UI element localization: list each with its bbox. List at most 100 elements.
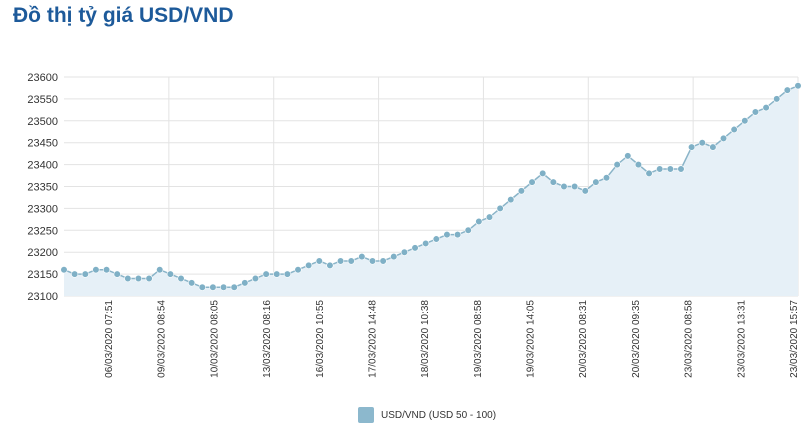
data-point[interactable] [709, 143, 717, 151]
data-point[interactable] [783, 86, 791, 94]
data-point[interactable] [71, 270, 79, 278]
data-point[interactable] [177, 274, 185, 283]
data-point[interactable] [602, 174, 611, 182]
legend-swatch[interactable] [358, 407, 374, 423]
data-point[interactable] [262, 270, 270, 278]
data-point[interactable] [475, 217, 483, 226]
data-point[interactable] [624, 152, 632, 160]
data-point[interactable] [719, 134, 728, 142]
y-tick-label: 23100 [27, 291, 58, 303]
data-point[interactable] [102, 266, 111, 274]
data-point[interactable] [485, 213, 494, 221]
data-point[interactable] [698, 139, 706, 147]
data-point[interactable] [134, 274, 143, 283]
data-point[interactable] [390, 252, 398, 261]
data-point[interactable] [209, 283, 217, 291]
x-tick-label: 19/03/2020 14:05 [526, 300, 537, 378]
data-point[interactable] [60, 266, 68, 274]
data-point[interactable] [794, 82, 802, 90]
y-tick-label: 23300 [27, 203, 58, 215]
page-title: Đồ thị tỷ giá USD/VND [13, 4, 234, 27]
x-tick-label: 20/03/2020 08:31 [578, 300, 589, 378]
x-tick-label: 13/03/2020 08:16 [262, 300, 273, 378]
data-point[interactable] [113, 270, 121, 278]
data-point[interactable] [368, 257, 377, 265]
data-point[interactable] [294, 266, 302, 274]
data-point[interactable] [751, 108, 760, 116]
data-point[interactable] [273, 270, 281, 278]
data-point[interactable] [613, 161, 621, 169]
legend-label[interactable]: USD/VND (USD 50 - 100) [381, 409, 497, 421]
x-tick-label: 23/03/2020 13:31 [736, 300, 747, 378]
data-point[interactable] [730, 125, 738, 134]
data-point[interactable] [315, 257, 323, 265]
area-fill-layer [64, 85, 798, 296]
data-points[interactable] [60, 82, 802, 291]
data-point[interactable] [411, 244, 419, 252]
data-point[interactable] [422, 239, 430, 248]
data-point[interactable] [305, 261, 313, 269]
data-point[interactable] [379, 257, 387, 265]
data-point[interactable] [124, 274, 132, 283]
y-axis-ticks: 23100 23150 23200 23250 23300 23350 23400 23450… [27, 72, 58, 303]
data-point[interactable] [762, 104, 770, 112]
data-point[interactable] [336, 257, 345, 265]
series-line [63, 85, 799, 288]
data-point[interactable] [432, 235, 440, 243]
data-point[interactable] [326, 261, 334, 269]
data-point[interactable] [688, 143, 696, 151]
data-point[interactable] [92, 266, 100, 274]
data-point[interactable] [741, 117, 749, 125]
data-point[interactable] [666, 165, 674, 173]
data-point[interactable] [400, 248, 409, 256]
data-point[interactable] [677, 165, 685, 173]
data-point[interactable] [645, 169, 653, 177]
data-point[interactable] [219, 283, 228, 291]
data-point[interactable] [773, 95, 781, 103]
x-axis-ticks: 06/03/2020 07:51 09/03/2020 08:54 10/03/20… [104, 300, 800, 378]
data-point[interactable] [453, 231, 462, 239]
data-point[interactable] [241, 279, 249, 287]
data-point[interactable] [656, 165, 664, 173]
data-point[interactable] [571, 182, 579, 191]
data-point[interactable] [443, 231, 451, 239]
data-point[interactable] [496, 204, 504, 212]
x-tick-label: 09/03/2020 08:54 [157, 300, 168, 378]
data-point[interactable] [507, 196, 515, 204]
data-point[interactable] [198, 283, 206, 291]
data-point[interactable] [283, 270, 291, 278]
data-point[interactable] [517, 187, 526, 195]
data-point[interactable] [464, 226, 472, 234]
data-point[interactable] [539, 169, 547, 177]
data-point[interactable] [251, 274, 260, 283]
x-tick-label: 16/03/2020 10:55 [315, 300, 326, 378]
x-tick-label: 23/03/2020 08:58 [684, 300, 695, 378]
chart-legend[interactable]: USD/VND (USD 50 - 100) [358, 407, 496, 423]
y-tick-label: 23450 [27, 138, 58, 150]
data-point[interactable] [166, 270, 174, 278]
data-point[interactable] [634, 161, 643, 169]
x-tick-label: 19/03/2020 08:58 [473, 300, 484, 378]
y-tick-label: 23150 [27, 269, 58, 281]
data-point[interactable] [581, 187, 589, 195]
y-tick-label: 23500 [27, 116, 58, 128]
data-point[interactable] [347, 257, 355, 265]
series-line-layer [63, 85, 799, 288]
y-tick-label: 23200 [27, 247, 58, 259]
data-point[interactable] [81, 270, 89, 278]
data-point[interactable] [592, 178, 600, 186]
y-tick-label: 23400 [27, 160, 58, 172]
series-area [64, 85, 798, 296]
y-tick-label: 23550 [27, 94, 58, 106]
data-point[interactable] [188, 279, 196, 287]
data-point[interactable] [230, 283, 238, 291]
data-point[interactable] [528, 178, 536, 186]
data-point[interactable] [145, 274, 153, 283]
data-point[interactable] [549, 178, 557, 186]
data-point[interactable] [560, 182, 568, 191]
x-tick-label: 06/03/2020 07:51 [104, 300, 115, 378]
data-point[interactable] [156, 266, 164, 274]
data-point[interactable] [358, 252, 366, 261]
x-tick-label: 17/03/2020 14:48 [368, 300, 379, 378]
